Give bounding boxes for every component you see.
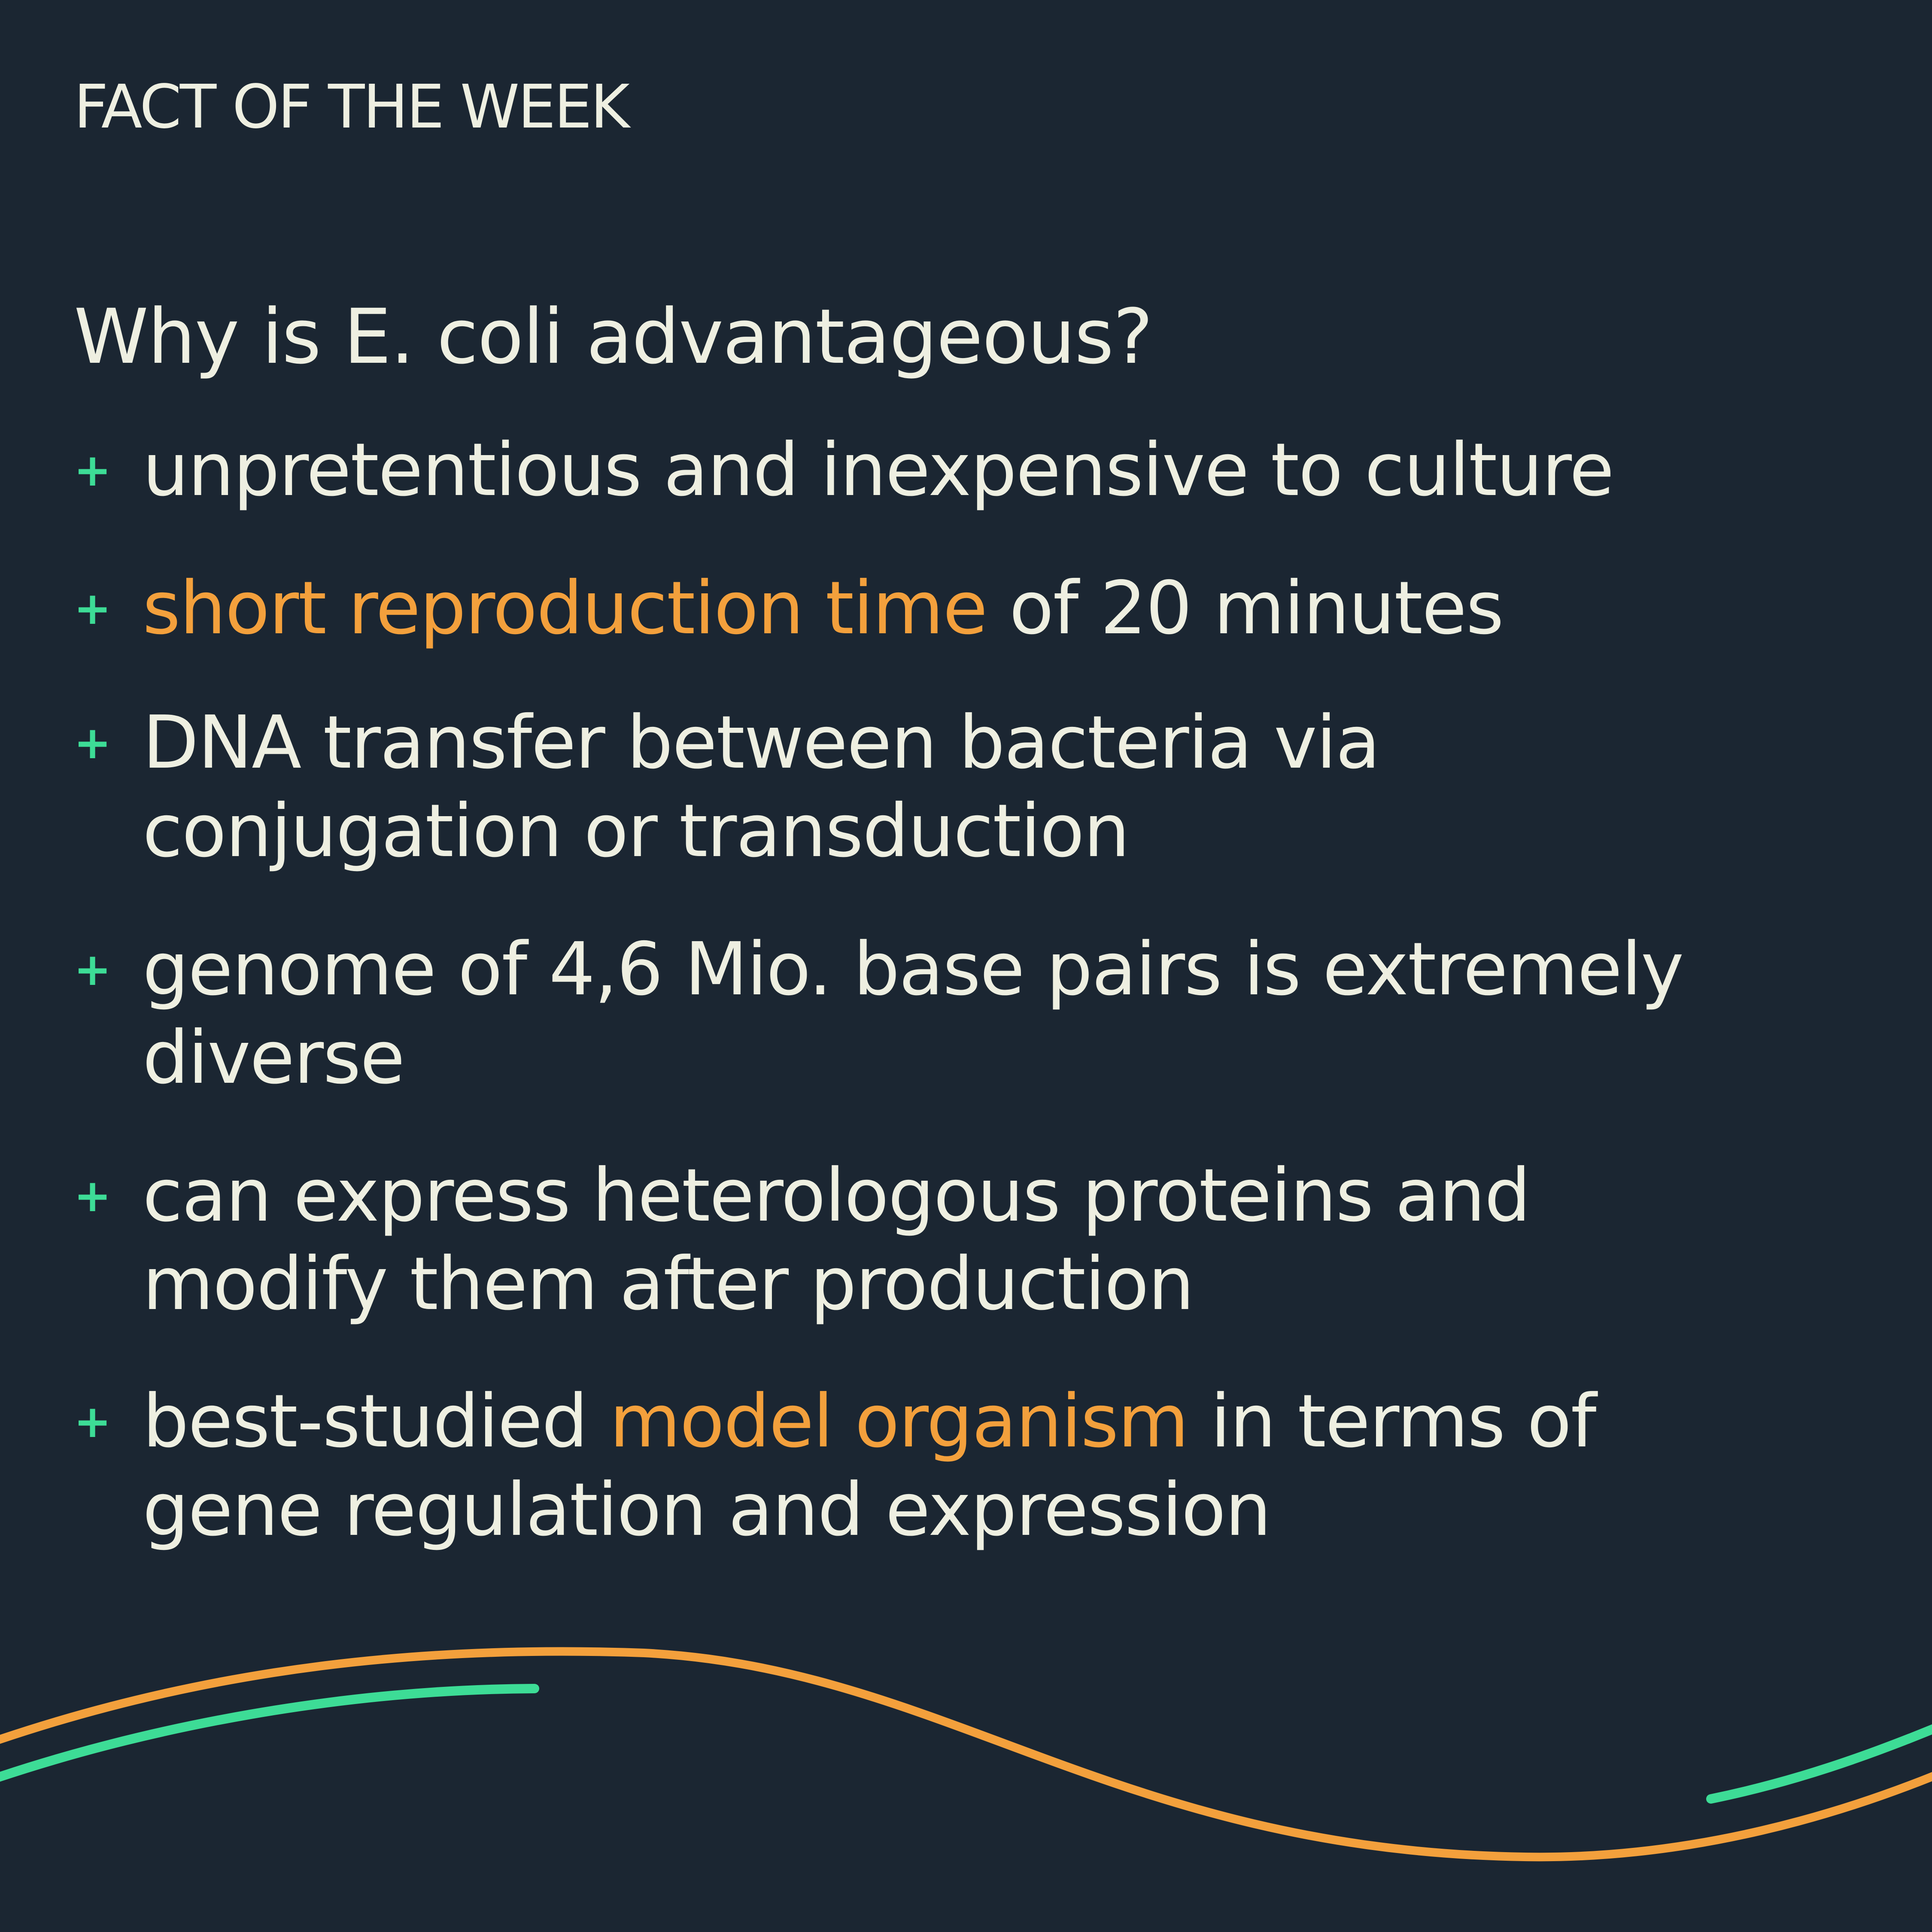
highlight-text: short reproduction time [143, 566, 988, 651]
item-line-2: modify them after production [143, 1242, 1194, 1327]
plus-icon: + [74, 1170, 111, 1222]
plus-icon: + [74, 943, 111, 996]
plus-icon: + [74, 582, 111, 635]
item-line-1: DNA transfer between bacteria via [143, 700, 1380, 785]
item-text: short reproduction time of 20 minutes [143, 564, 1877, 653]
item-line-2: diverse [143, 1015, 405, 1100]
green-wave-line-right [1706, 1724, 1932, 1804]
item-line-1: best-studied model organism in terms of [143, 1377, 1877, 1466]
item-line-2: gene regulation and expression [143, 1467, 1271, 1552]
list-item: + DNA transfer between bacteria via conj… [74, 699, 1877, 875]
plus-icon: + [74, 717, 111, 769]
item-line-1: can express heterologous proteins and [143, 1153, 1531, 1238]
highlight-text: model organism [609, 1379, 1189, 1464]
item-text: unpretentious and inexpensive to culture [143, 428, 1614, 513]
list-item: + short reproduction time of 20 minutes [74, 564, 1877, 653]
item-text-rest: of 20 minutes [987, 566, 1504, 651]
green-wave-line-left [0, 1684, 539, 1782]
item-text-start: best-studied [143, 1379, 610, 1464]
item-text-rest: in terms of [1188, 1379, 1596, 1464]
question-heading: Why is E. coli advantageous? [74, 293, 1153, 381]
item-line-2: conjugation or transduction [143, 789, 1130, 874]
item-line-1: genome of 4,6 Mio. base pairs is extreme… [143, 927, 1684, 1012]
list-item: + best-studied model organism in terms o… [74, 1377, 1877, 1554]
list-item: + genome of 4,6 Mio. base pairs is extre… [74, 925, 1877, 1102]
list-item: + can express heterologous proteins and … [74, 1151, 1877, 1328]
plus-icon: + [74, 444, 111, 496]
list-item: + unpretentious and inexpensive to cultu… [74, 426, 1877, 514]
eyebrow-label: FACT OF THE WEEK [74, 72, 630, 142]
orange-wave-line [0, 1647, 1932, 1862]
plus-icon: + [74, 1395, 111, 1448]
